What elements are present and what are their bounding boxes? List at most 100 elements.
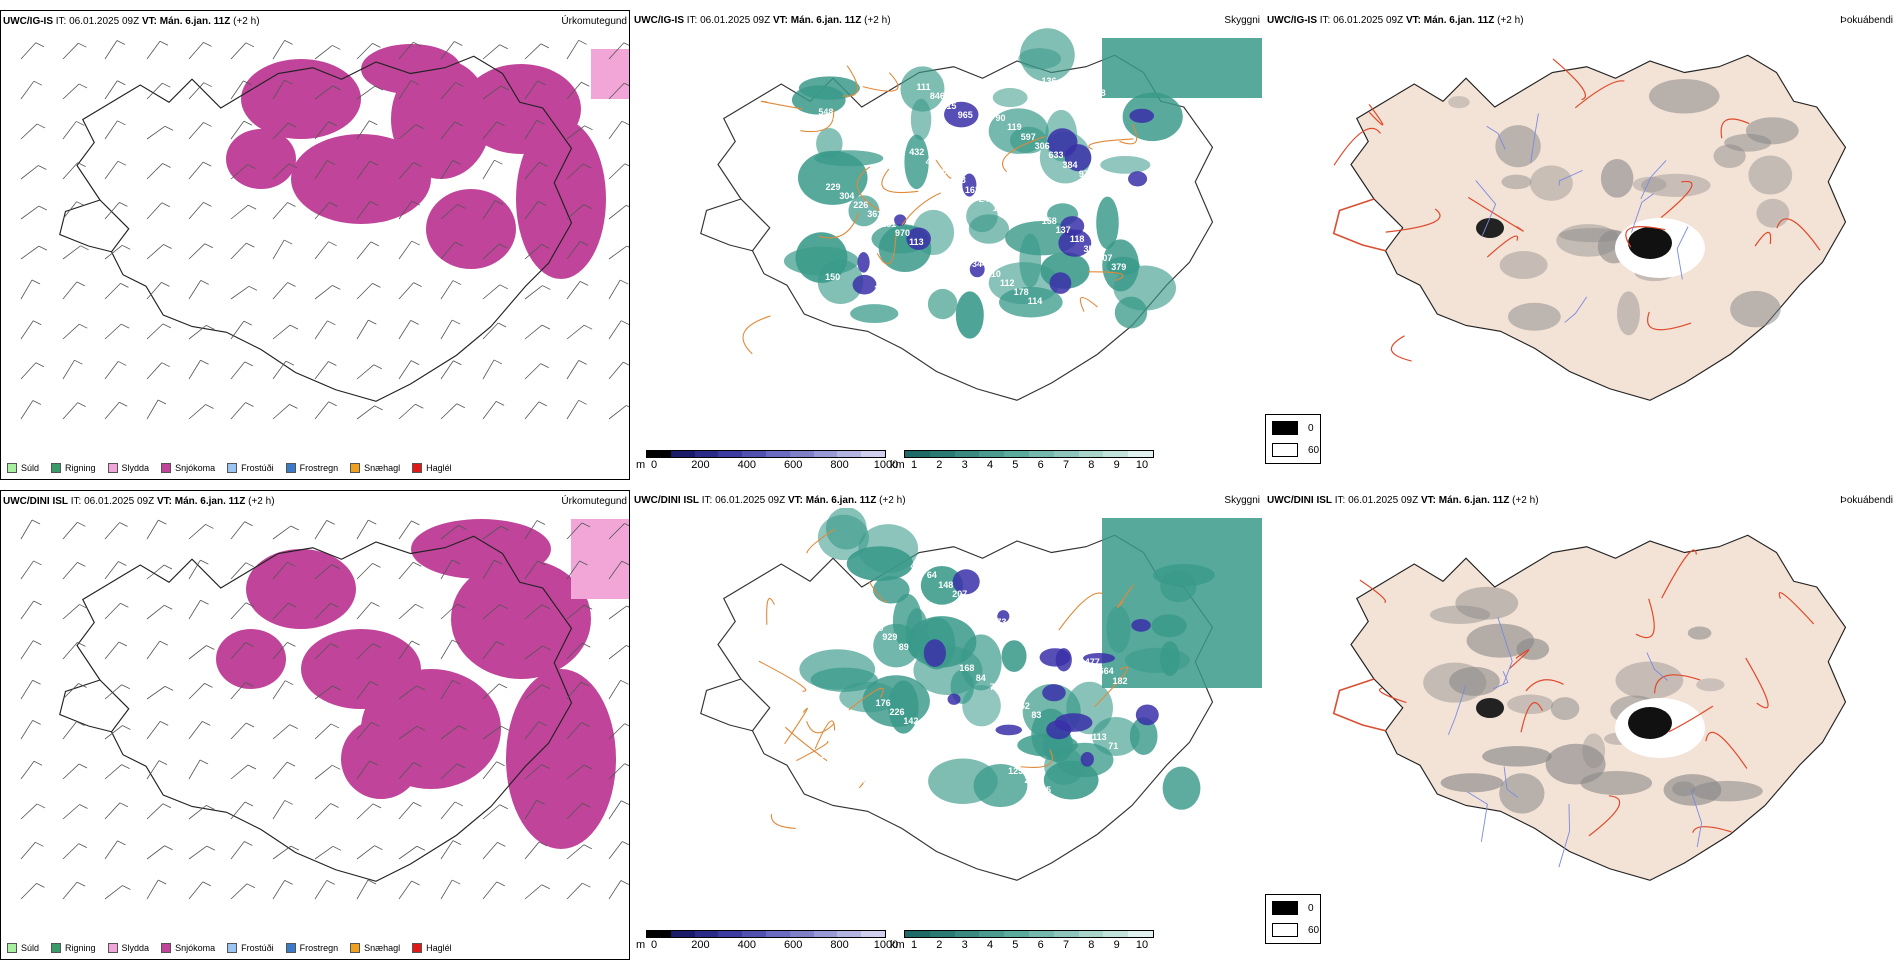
colorbar-unit: m <box>636 459 646 471</box>
colorbar-tick: 2 <box>936 459 943 471</box>
wind-barb <box>62 83 80 100</box>
cloud-base-label: 965 <box>957 109 973 120</box>
road <box>1647 311 1692 331</box>
wind-barb <box>62 162 78 180</box>
wind-barb <box>566 125 585 140</box>
low-visibility-area <box>968 214 1010 244</box>
wind-barb <box>524 800 537 820</box>
fog-index-area <box>1495 125 1541 168</box>
wind-barb <box>608 204 627 220</box>
low-cloud-area <box>995 724 1023 736</box>
low-visibility-area <box>1100 155 1151 174</box>
wind-barb <box>398 845 418 860</box>
road <box>869 581 888 603</box>
wind-barb <box>20 245 40 260</box>
cloud-base-label: 23 <box>1024 775 1035 786</box>
wind-barb <box>104 283 121 300</box>
fog-index-area <box>1617 291 1640 336</box>
wind-barb <box>230 402 246 420</box>
wind-barb <box>104 80 118 100</box>
wind-barb <box>440 403 458 420</box>
cloud-base-label: 15 <box>946 100 957 111</box>
low-visibility-area <box>955 291 984 339</box>
wind-barb <box>524 764 542 780</box>
wind-barb <box>62 323 80 340</box>
cloud-base-label: 147 <box>945 744 961 755</box>
legend-label: Frostregn <box>299 463 339 473</box>
wind-barb <box>482 401 497 420</box>
legend-item: Haglél <box>412 943 452 953</box>
wind-barb <box>188 759 201 780</box>
wind-barb <box>440 763 458 780</box>
wind-barb <box>566 400 579 420</box>
wind-barb <box>230 562 247 580</box>
wind-barb <box>398 802 414 820</box>
fog-index-area <box>1501 174 1532 190</box>
wind-barb <box>104 641 120 660</box>
cloud-base-label: 190 <box>958 249 974 260</box>
wind-barb <box>566 642 583 660</box>
wind-barb <box>272 680 286 700</box>
wind-barb <box>356 241 372 260</box>
cloud-base-label: 125 <box>1008 766 1024 777</box>
wind-barb <box>272 845 292 860</box>
low-visibility-area <box>872 576 910 604</box>
wind-barb <box>62 881 78 900</box>
wind-barb <box>188 721 203 740</box>
river <box>1486 125 1506 150</box>
wind-barb <box>230 361 246 380</box>
panel-field-name: Þokuábendi <box>1840 495 1893 506</box>
legend-item: Snæhagl <box>350 463 400 473</box>
legend-label: Frostúði <box>241 943 274 953</box>
river <box>1689 788 1703 848</box>
valid-time-label: VT: <box>1420 495 1436 506</box>
fog-index-area <box>1508 302 1561 331</box>
wind-barb <box>188 325 207 340</box>
wind-barb <box>20 680 33 700</box>
wind-barb <box>356 563 373 580</box>
wind-barb <box>314 285 333 300</box>
colorbar-ramp <box>646 930 886 938</box>
cloud-base-label: 664 <box>1098 666 1114 677</box>
wind-barb <box>188 805 207 820</box>
cloud-base-label: 46 <box>925 156 936 167</box>
legend-item: Frostúði <box>227 463 274 473</box>
init-time: IT: 06.01.2025 09Z <box>686 15 771 26</box>
fog-index-area <box>1499 773 1545 814</box>
road <box>1088 138 1134 150</box>
wind-barb <box>104 120 118 140</box>
precip-type-map <box>20 39 629 420</box>
wind-barb <box>398 240 413 260</box>
wind-barb <box>146 760 160 780</box>
lead-time: (+2 h) <box>879 495 906 506</box>
road <box>881 168 919 194</box>
road <box>1079 297 1098 312</box>
legend-label: Snæhagl <box>364 943 401 953</box>
wind-barb <box>188 122 204 140</box>
road <box>1378 687 1407 704</box>
low-visibility-area <box>1162 766 1201 810</box>
wind-barb <box>482 525 502 540</box>
fog-index-area <box>1429 605 1491 624</box>
road <box>1119 123 1138 145</box>
fog-index-area <box>1628 227 1672 259</box>
wind-barb <box>608 120 623 140</box>
wind-barb <box>272 602 289 620</box>
wind-barb <box>146 125 166 140</box>
wind-barb <box>62 683 79 700</box>
legend-swatch <box>350 463 361 473</box>
wind-barb <box>104 40 118 60</box>
legend-swatch <box>285 943 296 953</box>
wind-barb <box>146 40 161 60</box>
wind-barb <box>608 680 621 700</box>
road <box>1087 271 1124 282</box>
wind-barb <box>188 280 202 300</box>
low-cloud-area <box>1129 108 1155 123</box>
visibility-map <box>700 28 1262 401</box>
low-cloud-area <box>997 610 1010 623</box>
cloud-base-label: 104 <box>1056 638 1072 649</box>
fog-index-area <box>1641 173 1711 198</box>
cloud-base-label: 202 <box>931 734 947 745</box>
wind-barb <box>20 123 38 140</box>
wind-barb <box>608 800 622 820</box>
